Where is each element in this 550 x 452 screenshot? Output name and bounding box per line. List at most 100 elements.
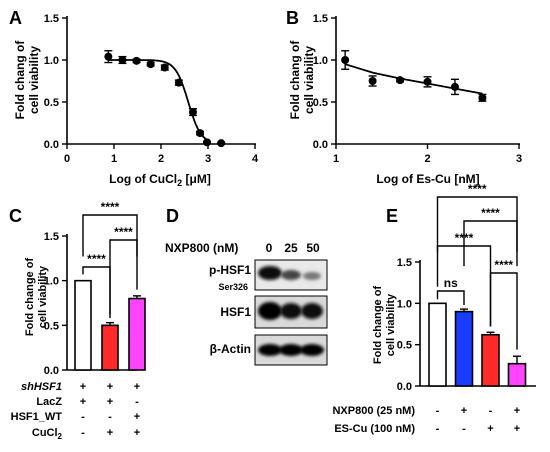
bar bbox=[74, 279, 92, 371]
significance-label: **** bbox=[87, 252, 106, 266]
y-tick-label: 0.5 bbox=[313, 97, 328, 109]
significance-label: **** bbox=[468, 182, 487, 196]
panel-a-xlabel-unit: [μM] bbox=[182, 172, 211, 186]
fit-curve bbox=[344, 63, 483, 95]
condition-sign: - bbox=[436, 423, 440, 435]
panel-c-ylabel-line2: cell viability bbox=[37, 265, 49, 328]
x-tick-label: 3 bbox=[516, 153, 522, 165]
y-tick-label: 1.0 bbox=[313, 55, 328, 67]
blot-label-ser326: Ser326 bbox=[218, 282, 248, 292]
bar bbox=[481, 333, 500, 387]
x-tick-label: 2 bbox=[158, 153, 164, 165]
bar bbox=[128, 297, 146, 371]
y-tick-label: 1.5 bbox=[44, 13, 59, 25]
blot-band bbox=[303, 272, 321, 280]
condition-label: shHSF1 bbox=[21, 381, 62, 393]
data-point bbox=[174, 78, 183, 87]
panel-letter-d: D bbox=[166, 206, 179, 226]
significance-label: **** bbox=[481, 206, 500, 220]
condition-sign: + bbox=[487, 423, 493, 435]
condition-name: NXP800 (25 nM) bbox=[332, 405, 415, 417]
condition-name: HSF1_WT bbox=[11, 411, 63, 423]
y-tick-label: 1.0 bbox=[44, 55, 59, 67]
panel-a-xlabel-sub: 2 bbox=[177, 178, 182, 188]
panel-a-chart: Fold chang of cell viability 0.0 0.5 1.0 1.… bbox=[13, 13, 259, 188]
data-point bbox=[104, 52, 113, 61]
y-tick-label: 0.0 bbox=[44, 139, 59, 151]
condition-sign: - bbox=[81, 411, 85, 423]
y-tick-label: 0.0 bbox=[44, 365, 59, 377]
panel-letter-e: E bbox=[386, 206, 398, 226]
condition-sign: + bbox=[80, 396, 86, 408]
condition-name: CuCl bbox=[32, 427, 58, 439]
condition-sign: - bbox=[81, 427, 85, 439]
condition-sign: - bbox=[489, 405, 493, 417]
y-tick-label: 1.0 bbox=[44, 276, 59, 288]
x-tick-label: 4 bbox=[252, 153, 259, 165]
blot-row-actin bbox=[254, 334, 328, 366]
blot-row-hsf1 bbox=[254, 295, 328, 329]
condition-sign: + bbox=[107, 381, 113, 393]
condition-sign: + bbox=[134, 381, 140, 393]
condition-sign: + bbox=[80, 381, 86, 393]
data-point bbox=[396, 76, 405, 85]
bar bbox=[454, 310, 474, 387]
data-point bbox=[146, 60, 155, 69]
data-point bbox=[203, 138, 212, 147]
y-tick-label: 0.0 bbox=[313, 139, 328, 151]
condition-sub: 2 bbox=[58, 432, 63, 441]
x-tick-label: 3 bbox=[205, 153, 211, 165]
fit-curve bbox=[108, 59, 209, 142]
y-tick-label: 0.5 bbox=[44, 97, 59, 109]
panel-b-xlabel: Log of Es-Cu [nM] bbox=[376, 172, 479, 186]
condition-label: CuCl2 bbox=[32, 427, 63, 441]
condition-label: HSF1_WT bbox=[11, 411, 63, 423]
condition-sign: + bbox=[514, 423, 520, 435]
y-tick-label: 1.0 bbox=[397, 298, 412, 310]
blot-band bbox=[281, 270, 301, 280]
y-tick-label: 1.5 bbox=[313, 13, 328, 25]
condition-label: NXP800 (25 nM) bbox=[332, 405, 415, 417]
blot-band bbox=[301, 303, 323, 319]
data-point bbox=[341, 56, 350, 64]
data-point bbox=[118, 56, 127, 64]
data-point bbox=[196, 129, 205, 138]
bar bbox=[428, 302, 447, 387]
y-tick-label: 0.5 bbox=[44, 320, 59, 332]
significance-bracket bbox=[436, 290, 465, 305]
data-point bbox=[423, 77, 432, 86]
panel-e-ylabel-line2: cell viability bbox=[385, 293, 397, 356]
significance-bracket bbox=[82, 214, 138, 257]
x-tick-label: 2 bbox=[424, 153, 430, 165]
data-point bbox=[132, 56, 141, 65]
panel-a-xlabel-main: Log of CuCl bbox=[109, 172, 177, 186]
panel-letter-c: C bbox=[9, 206, 22, 226]
panel-a-ylabel-line2: cell viability bbox=[27, 46, 41, 114]
blot-label-hsf1: HSF1 bbox=[220, 305, 251, 319]
blot-label-phsf1: p-HSF1 bbox=[209, 263, 251, 277]
condition-sign: + bbox=[134, 427, 140, 439]
condition-sign: - bbox=[108, 411, 112, 423]
blot-dose-25: 25 bbox=[284, 241, 298, 255]
condition-name: shHSF1 bbox=[21, 381, 62, 393]
condition-name: ES-Cu (100 nM) bbox=[334, 423, 415, 435]
data-point bbox=[217, 139, 226, 148]
significance-label: **** bbox=[114, 225, 133, 239]
data-point bbox=[160, 63, 169, 72]
blot-band bbox=[300, 344, 324, 356]
y-tick-label: 1.5 bbox=[397, 257, 412, 269]
panel-b-ylabel-line2: cell viability bbox=[302, 46, 316, 114]
significance-bracket bbox=[436, 196, 518, 253]
blot-row-phsf1 bbox=[254, 259, 328, 291]
blot-band bbox=[258, 302, 282, 320]
data-point bbox=[368, 77, 377, 85]
panel-c-chart: Fold change of cell viability 0.0 0.5 1.0 1… bbox=[11, 200, 146, 441]
condition-sign: - bbox=[436, 405, 440, 417]
data-point bbox=[188, 108, 197, 117]
panel-letter-b: B bbox=[286, 8, 299, 28]
condition-sign: - bbox=[462, 423, 466, 435]
data-point bbox=[450, 82, 459, 91]
condition-label: LacZ bbox=[36, 396, 62, 408]
panel-d-blot: NXP800 (nM) 0 25 50 p-HSF1 Ser326 HSF1 β… bbox=[165, 241, 328, 366]
